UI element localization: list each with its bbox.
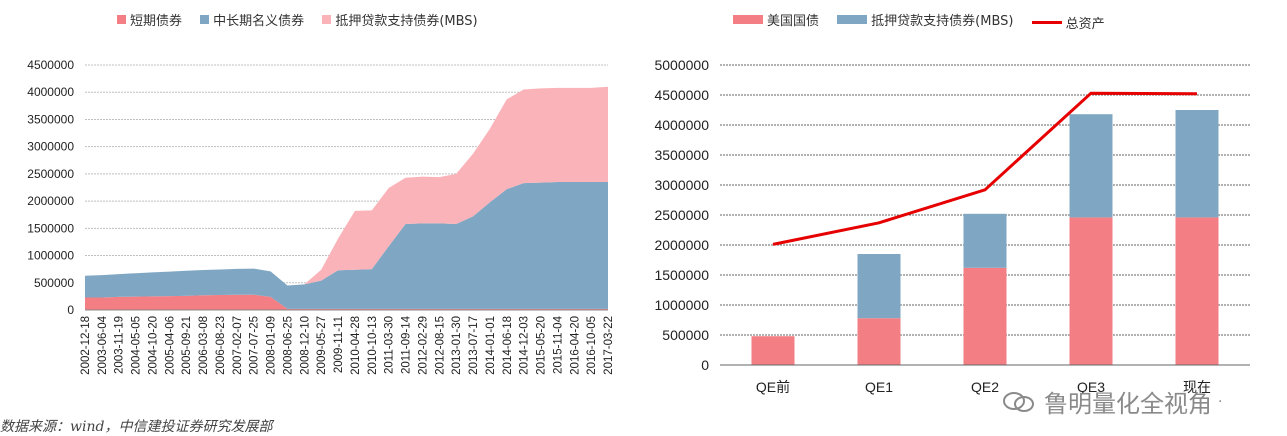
watermark-text: 鲁明量化全视角 (1044, 390, 1212, 418)
legend-label-mbs-bar: 抵押贷款支持债券(MBS) (871, 14, 1014, 29)
legend-item-total: 总资产 (1031, 13, 1105, 32)
left-y-tick-label: 1500000 (27, 221, 74, 235)
legend-swatch-mbs-bar (837, 15, 868, 24)
legend-label-total: 总资产 (1065, 17, 1105, 32)
bar-treasury (751, 336, 795, 365)
bar-treasury (963, 267, 1007, 365)
wechat-icon (1003, 391, 1034, 412)
legend-swatch-long-term (200, 15, 210, 24)
left-x-tick-label: 2002-12-18 (80, 316, 92, 375)
legend-swatch-short-term (117, 15, 126, 24)
right-x-tick-label: 现在 (1183, 379, 1211, 395)
legend-item-mbs: 抵押贷款支持债券(MBS) (322, 10, 478, 29)
left-x-tick-label: 2007-07-25 (249, 316, 261, 375)
line-total-assets (772, 91, 1198, 246)
legend-label-treasury: 美国国债 (767, 14, 820, 29)
left-x-tick-label: 2011-03-30 (384, 316, 396, 374)
right-y-tick-label: 4500000 (654, 87, 709, 103)
bar-mbs (1175, 110, 1219, 218)
watermark-trail: · (1218, 393, 1223, 410)
left-x-tick-label: 2016-04-20 (569, 316, 581, 375)
right-y-tick-label: 3000000 (654, 177, 709, 193)
bar-treasury (1069, 217, 1113, 365)
source-note: 数据来源：wind，中信建投证券研究发展部 (0, 419, 273, 435)
left-x-tick-label: 2007-02-07 (232, 316, 244, 375)
left-x-tick-label: 2008-06-25 (282, 316, 294, 375)
left-x-tick-label: 2014-12-03 (519, 316, 531, 375)
right-y-tick-label: 500000 (662, 327, 709, 343)
bar-mbs (857, 254, 901, 319)
right-x-tick-label: QE1 (865, 379, 893, 395)
right-x-tick-label: QE2 (971, 379, 999, 395)
left-y-tick-label: 1000000 (27, 249, 74, 263)
bar-mbs (1069, 114, 1113, 218)
legend-swatch-total (1031, 21, 1062, 24)
right-y-tick-label: 2000000 (654, 237, 709, 253)
left-x-tick-label: 2010-10-13 (367, 316, 379, 375)
left-x-tick-label: 2008-01-09 (266, 316, 278, 375)
left-area-chart: 0 500000 1000000 1500000 2000000 2500000 30000… (27, 58, 615, 375)
left-x-tick-label: 2004-05-05 (131, 316, 143, 375)
left-x-tick-label: 2015-11-04 (552, 315, 564, 374)
left-x-tick-label: 2006-03-08 (198, 316, 210, 375)
left-y-tick-label: 0 (67, 303, 74, 317)
left-x-tick-label: 2009-05-27 (316, 316, 328, 375)
bar-treasury (857, 318, 901, 365)
right-bar-chart: 0 500000 1000000 1500000 2000000 2500000 30000… (654, 57, 1250, 395)
legend-label-long-term: 中长期名义债券 (213, 14, 305, 29)
right-y-tick-label: 2500000 (654, 207, 709, 223)
left-chart-legend: 短期债券 中长期名义债券 抵押贷款支持债券(MBS) (117, 10, 492, 29)
right-y-tick-label: 4000000 (654, 117, 709, 133)
left-x-tick-label: 2016-10-05 (586, 316, 598, 375)
area-long-term (85, 182, 608, 309)
legend-label-short-term: 短期债券 (130, 14, 183, 29)
legend-swatch-mbs (322, 15, 332, 24)
left-x-tick-label: 2006-08-23 (215, 316, 227, 375)
left-x-tick-label: 2011-09-14 (401, 315, 413, 374)
legend-item-mbs-bar: 抵押贷款支持债券(MBS) (837, 10, 1013, 29)
legend-item-long-term: 中长期名义债券 (200, 10, 304, 29)
right-chart-legend: 美国国债 抵押贷款支持债券(MBS) 总资产 (733, 10, 1119, 32)
watermark: 鲁明量化全视角 · (1002, 384, 1222, 419)
right-y-tick-label: 1500000 (654, 267, 709, 283)
left-x-tick-label: 2014-06-18 (502, 316, 514, 375)
left-x-tick-label: 2013-01-30 (451, 316, 463, 375)
legend-item-short-term: 短期债券 (117, 10, 182, 29)
left-x-tick-label: 2010-04-28 (350, 316, 362, 375)
left-x-tick-label: 2015-05-20 (536, 316, 548, 375)
left-x-tick-label: 2005-04-06 (164, 316, 176, 375)
left-y-tick-label: 2500000 (27, 167, 74, 181)
legend-item-treasury: 美国国债 (733, 10, 819, 29)
left-x-tick-label: 2014-01-01 (485, 316, 497, 375)
left-x-tick-label: 2009-11-11 (333, 316, 345, 373)
area-short-term (85, 294, 608, 310)
legend-label-mbs: 抵押贷款支持债券(MBS) (335, 14, 478, 29)
area-mbs (85, 86, 608, 286)
left-x-tick-label: 2012-02-29 (417, 316, 429, 375)
left-x-tick-label: 2017-03-22 (603, 316, 615, 375)
left-y-tick-label: 3500000 (27, 112, 74, 126)
left-x-tick-label: 2008-12-10 (299, 316, 311, 375)
left-x-tick-label: 2003-06-04 (97, 315, 109, 374)
left-y-tick-label: 4500000 (27, 58, 74, 72)
left-y-tick-label: 4000000 (27, 85, 74, 99)
left-x-tick-label: 2005-09-21 (181, 316, 193, 375)
right-x-tick-label: QE3 (1077, 379, 1105, 395)
left-x-tick-label: 2013-07-17 (468, 316, 480, 375)
left-x-tick-label: 2003-11-19 (114, 316, 126, 374)
left-y-tick-label: 2000000 (27, 194, 74, 208)
right-y-tick-label: 3500000 (654, 147, 709, 163)
right-x-tick-label: QE前 (756, 379, 790, 395)
left-y-tick-label: 500000 (34, 276, 74, 290)
left-x-tick-label: 2012-08-15 (434, 316, 446, 375)
right-y-tick-label: 1000000 (654, 297, 709, 313)
right-y-tick-label: 5000000 (654, 57, 709, 73)
left-x-tick-label: 2004-10-20 (147, 316, 159, 375)
right-y-tick-label: 0 (701, 357, 709, 373)
bar-treasury (1175, 217, 1219, 365)
bar-mbs (963, 213, 1007, 268)
left-y-tick-label: 3000000 (27, 140, 74, 154)
legend-swatch-treasury (733, 15, 763, 24)
